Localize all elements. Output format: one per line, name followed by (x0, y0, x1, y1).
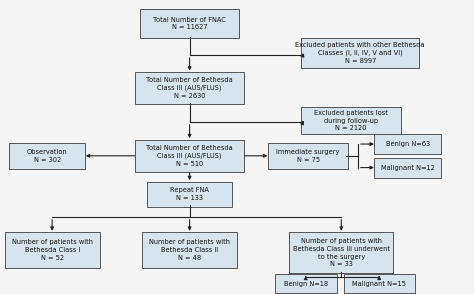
Text: Observation
N = 302: Observation N = 302 (27, 149, 68, 163)
FancyBboxPatch shape (289, 232, 393, 273)
Text: Excluded patients lost
during follow-up
N = 2120: Excluded patients lost during follow-up … (314, 110, 388, 131)
Text: Excluded patients with other Bethesda
Classes (I, II, IV, V and VI)
N = 8997: Excluded patients with other Bethesda Cl… (295, 42, 425, 64)
Text: Total Number of Bethesda
Class III (AUS/FLUS)
N = 2630: Total Number of Bethesda Class III (AUS/… (146, 77, 233, 99)
FancyBboxPatch shape (268, 143, 348, 169)
FancyBboxPatch shape (344, 274, 415, 293)
FancyBboxPatch shape (147, 181, 232, 206)
FancyBboxPatch shape (9, 143, 85, 169)
Text: Malignant N=12: Malignant N=12 (381, 165, 435, 171)
Text: Immediate surgery
N = 75: Immediate surgery N = 75 (276, 149, 340, 163)
FancyBboxPatch shape (142, 232, 237, 268)
Text: Repeat FNA
N = 133: Repeat FNA N = 133 (170, 187, 209, 201)
Text: Benign N=63: Benign N=63 (385, 141, 430, 147)
FancyBboxPatch shape (374, 158, 441, 178)
FancyBboxPatch shape (374, 134, 441, 154)
Text: Total Number of FNAC
N = 11627: Total Number of FNAC N = 11627 (153, 17, 226, 30)
FancyBboxPatch shape (301, 38, 419, 68)
FancyBboxPatch shape (301, 107, 401, 134)
FancyBboxPatch shape (140, 9, 239, 38)
Text: Number of patients with
Bethesda Class III underwent
to the surgery
N = 33: Number of patients with Bethesda Class I… (293, 238, 390, 268)
Text: Number of patients with
Bethesda Class I
N = 52: Number of patients with Bethesda Class I… (12, 239, 92, 261)
Text: Total Number of Bethesda
Class III (AUS/FLUS)
N = 510: Total Number of Bethesda Class III (AUS/… (146, 145, 233, 167)
Text: Malignant N=15: Malignant N=15 (352, 281, 406, 287)
Text: Number of patients with
Bethesda Class II
N = 48: Number of patients with Bethesda Class I… (149, 239, 230, 261)
FancyBboxPatch shape (135, 72, 244, 104)
FancyBboxPatch shape (5, 232, 100, 268)
Text: Benign N=18: Benign N=18 (283, 281, 328, 287)
FancyBboxPatch shape (135, 140, 244, 172)
FancyBboxPatch shape (275, 274, 337, 293)
